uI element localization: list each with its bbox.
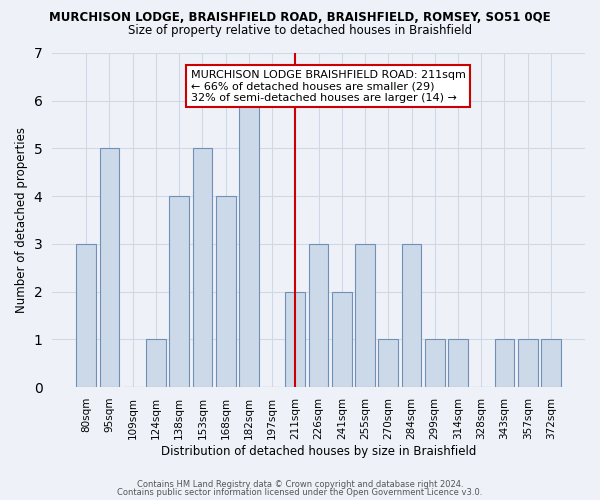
Bar [541,340,561,387]
Bar [239,100,259,387]
Bar [100,148,119,387]
Y-axis label: Number of detached properties: Number of detached properties [15,127,28,313]
Bar [448,340,468,387]
Bar [76,244,96,387]
Bar [494,340,514,387]
Bar [425,340,445,387]
Text: Contains HM Land Registry data © Crown copyright and database right 2024.: Contains HM Land Registry data © Crown c… [137,480,463,489]
Bar [169,196,189,387]
Bar [379,340,398,387]
X-axis label: Distribution of detached houses by size in Braishfield: Distribution of detached houses by size … [161,444,476,458]
Bar [355,244,375,387]
Bar [518,340,538,387]
Bar [286,292,305,387]
Bar [401,244,421,387]
Text: Size of property relative to detached houses in Braishfield: Size of property relative to detached ho… [128,24,472,37]
Text: MURCHISON LODGE, BRAISHFIELD ROAD, BRAISHFIELD, ROMSEY, SO51 0QE: MURCHISON LODGE, BRAISHFIELD ROAD, BRAIS… [49,11,551,24]
Text: MURCHISON LODGE BRAISHFIELD ROAD: 211sqm
← 66% of detached houses are smaller (2: MURCHISON LODGE BRAISHFIELD ROAD: 211sqm… [191,70,466,103]
Bar [309,244,328,387]
Bar [193,148,212,387]
Bar [216,196,236,387]
Bar [332,292,352,387]
Bar [146,340,166,387]
Text: Contains public sector information licensed under the Open Government Licence v3: Contains public sector information licen… [118,488,482,497]
